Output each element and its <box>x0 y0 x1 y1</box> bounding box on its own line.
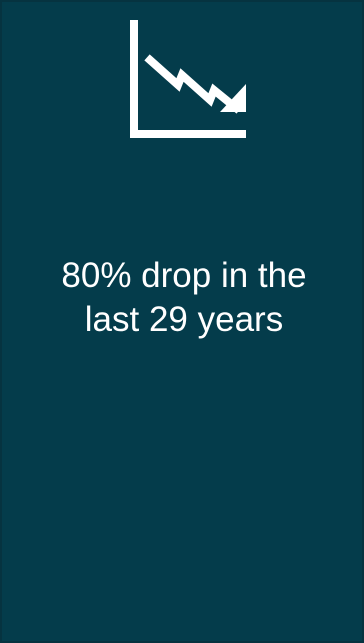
stat-line-1: 80% drop in the <box>61 256 307 295</box>
stat-headline: 80% drop in the last 29 years <box>2 254 364 342</box>
stat-line-2: last 29 years <box>84 300 284 339</box>
declining-trend-chart-icon <box>130 20 246 138</box>
